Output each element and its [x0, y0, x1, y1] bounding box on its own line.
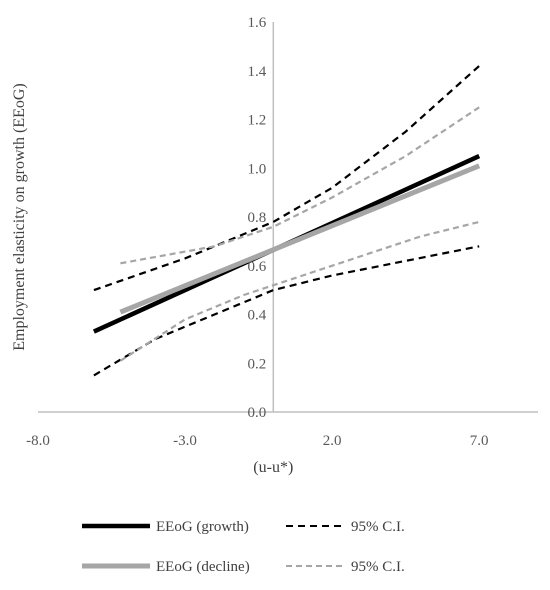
series-line-decline-ci-upper: [120, 106, 480, 265]
x-tick-label: 7.0: [470, 433, 489, 449]
y-tick-label: 1.4: [248, 64, 267, 80]
legend-label: 95% C.I.: [351, 559, 405, 575]
y-tick-label: 1.6: [248, 15, 267, 31]
tick-labels-layer: 0.0 0.2 0.4 0.6 0.8 1.0 1.2 1.4 1.6 -8.0 -3.0 2.0 7.…: [26, 15, 488, 449]
legend-label: EEoG (decline): [156, 559, 250, 575]
legend-label: EEoG (growth): [156, 519, 249, 535]
legend-label: 95% C.I.: [351, 519, 405, 535]
legend: EEoG (growth) 95% C.I. EEoG (decline) 95% C…: [82, 519, 405, 575]
y-tick-label: 0.2: [248, 356, 267, 372]
series-line-decline: [119, 163, 481, 315]
x-tick-label: 2.0: [323, 433, 342, 449]
y-tick-label: 1.0: [248, 161, 267, 177]
y-tick-label: 0.8: [248, 210, 267, 226]
axes-layer: [38, 22, 538, 413]
y-tick-label: 0.6: [248, 259, 267, 275]
series-line-decline-ci-lower: [119, 220, 480, 362]
y-axis-title: Employment elasticity on growth (EEoG): [11, 83, 28, 351]
x-axis-title: (u-u*): [253, 459, 293, 476]
y-tick-label: 0.4: [248, 308, 267, 324]
series-line-growth-ci-upper: [93, 65, 480, 292]
x-tick-label: -3.0: [173, 433, 197, 449]
x-tick-label: -8.0: [26, 433, 50, 449]
series-layer: [92, 65, 481, 377]
y-tick-label: 1.2: [248, 113, 267, 129]
series-line-growth-ci-lower: [93, 245, 480, 377]
y-tick-label: 0.0: [248, 405, 267, 421]
